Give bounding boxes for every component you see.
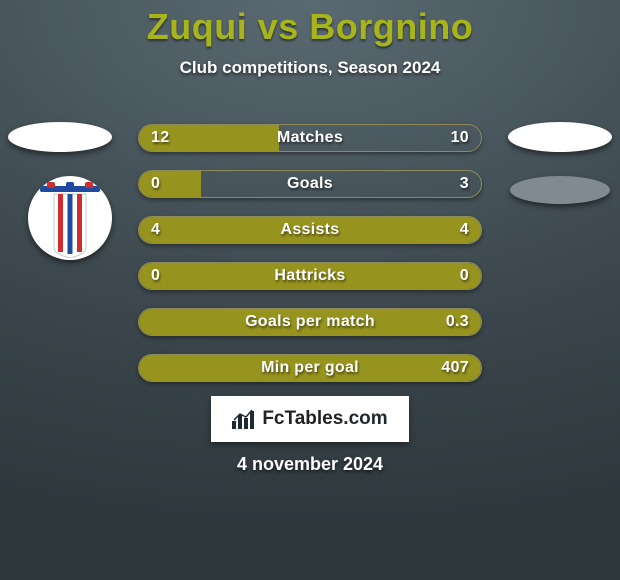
stat-right-value: 0.3: [446, 309, 469, 335]
stat-label: Assists: [139, 217, 481, 243]
stat-row: Matches12 10: [138, 124, 482, 152]
stat-right-value: 0: [460, 263, 469, 289]
player-right-photo-placeholder: [508, 122, 612, 152]
stat-label: Matches: [139, 125, 481, 151]
page-title: Zuqui vs Borgnino: [0, 0, 620, 48]
player-left-club-badge: [28, 176, 112, 260]
stat-left-value: 0: [151, 171, 160, 197]
player-left-photo-placeholder: [8, 122, 112, 152]
stat-right-value: 4: [460, 217, 469, 243]
branding-box: FcTables.com: [211, 396, 409, 442]
stat-right-value: 10: [451, 125, 469, 151]
date-caption: 4 november 2024: [0, 454, 620, 475]
bars-logo-icon: [232, 409, 256, 429]
stat-label: Hattricks: [139, 263, 481, 289]
stat-label: Goals: [139, 171, 481, 197]
stat-row: Goals per match0.3: [138, 308, 482, 336]
comparison-bars: Matches1210Goals03Assists44Hattricks00Go…: [138, 124, 482, 400]
stat-label: Goals per match: [139, 309, 481, 335]
stat-right-value: 407: [441, 355, 469, 381]
stat-row: Goals0 3: [138, 170, 482, 198]
stat-row: Min per goal407: [138, 354, 482, 382]
stat-row: Hattricks0 0: [138, 262, 482, 290]
stat-left-value: 4: [151, 217, 160, 243]
stat-row: Assists4 4: [138, 216, 482, 244]
branding-text-lead: FcTables: [262, 408, 343, 429]
stat-left-value: 0: [151, 263, 160, 289]
subtitle: Club competitions, Season 2024: [0, 58, 620, 78]
club-crest-icon: [40, 182, 100, 258]
stat-left-value: 12: [151, 125, 169, 151]
branding-text-tail: .com: [343, 408, 387, 429]
infographic-root: Zuqui vs Borgnino Club competitions, Sea…: [0, 0, 620, 580]
stat-label: Min per goal: [139, 355, 481, 381]
stat-right-value: 3: [460, 171, 469, 197]
player-right-club-placeholder: [510, 176, 610, 204]
